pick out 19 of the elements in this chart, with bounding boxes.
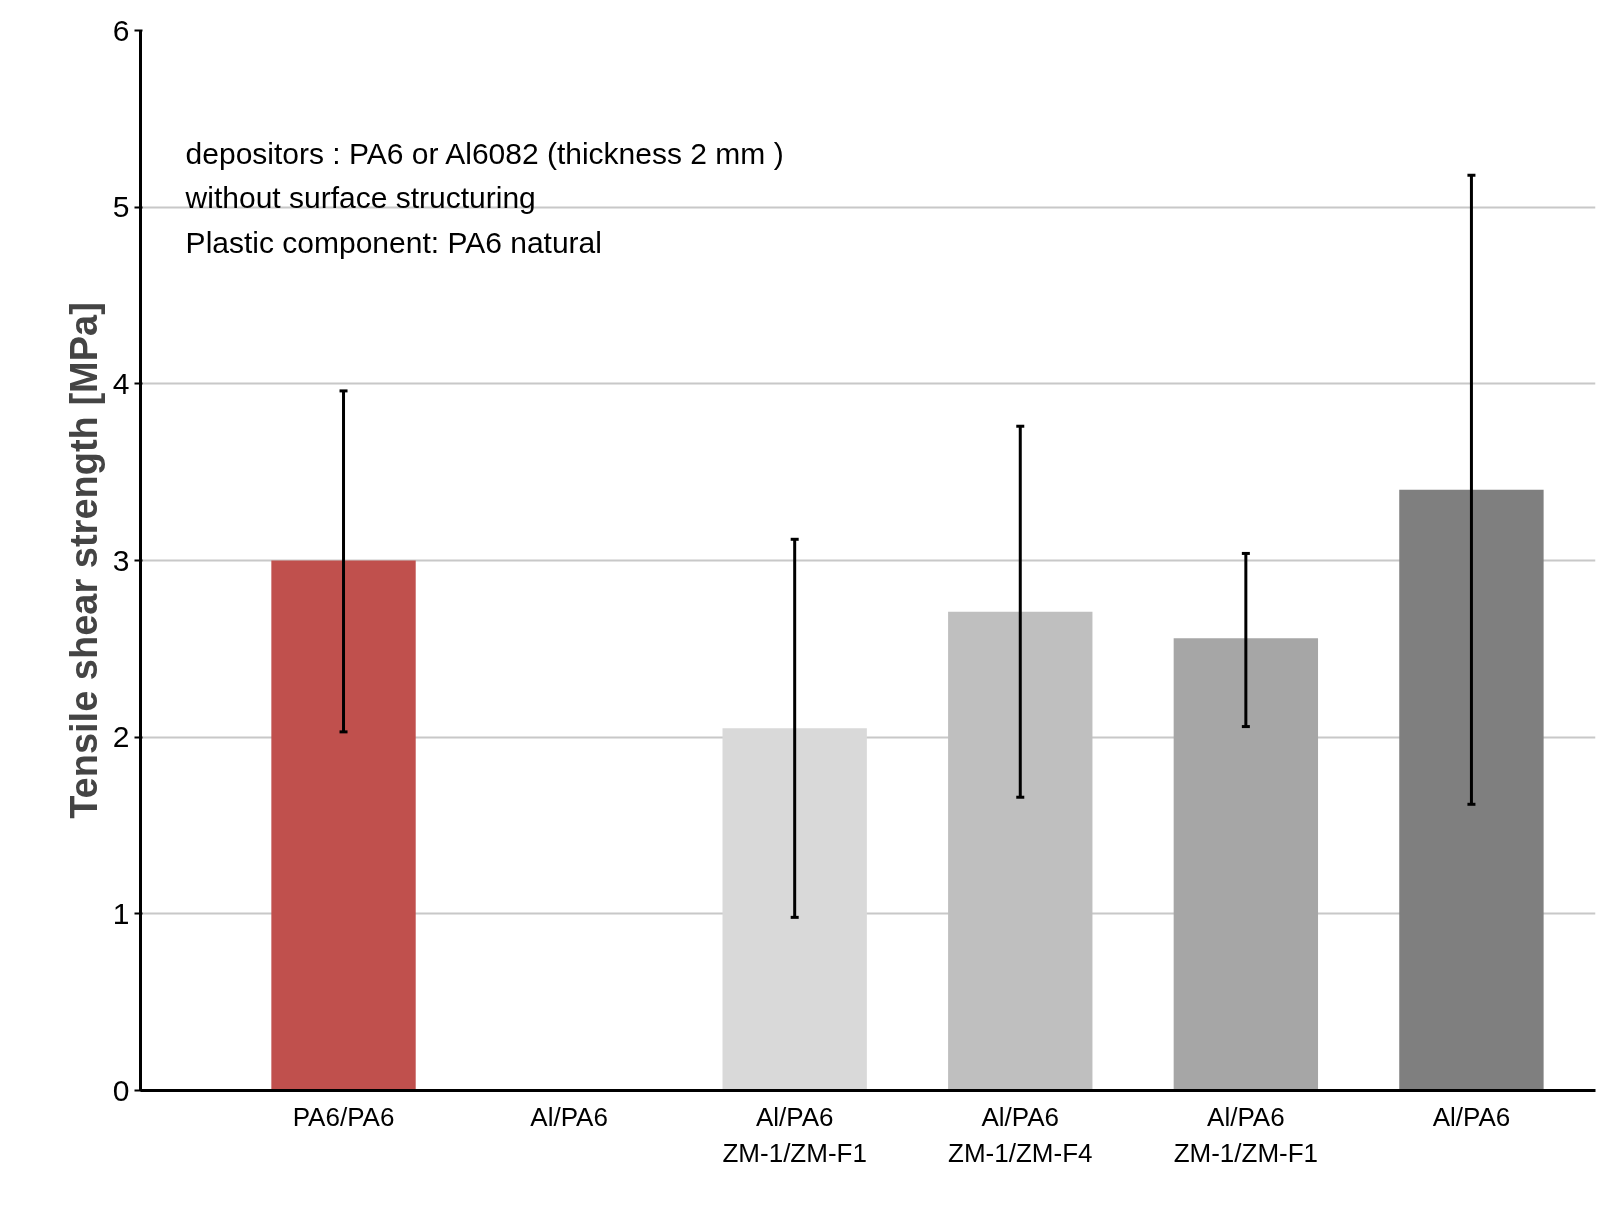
y-tick-label: 4 xyxy=(112,366,130,400)
bar xyxy=(1399,489,1544,1091)
bar xyxy=(1173,638,1319,1091)
y-tick-label: 5 xyxy=(112,190,130,224)
bar xyxy=(722,728,867,1091)
bar xyxy=(271,560,416,1091)
y-axis-title: Tensile shear strength [MPa] xyxy=(62,302,105,819)
x-tick-label: Al/PA6 xyxy=(530,1101,608,1132)
x-tick-label: Al/PA6 ZM-1/ZM-F4 xyxy=(948,1101,1093,1168)
y-tick-label: 0 xyxy=(112,1073,130,1107)
y-tick-label: 3 xyxy=(112,543,130,577)
x-tick-label: PA6/PA6 xyxy=(292,1101,395,1132)
y-tick-label: 2 xyxy=(112,720,130,754)
x-tick-label: Al/PA6 ZM-1/ZM-F1 xyxy=(1173,1101,1319,1168)
y-tick-label: 1 xyxy=(112,896,130,930)
y-tick-label: 6 xyxy=(112,13,130,47)
x-tick-label: Al/PA6 xyxy=(1432,1101,1511,1132)
x-tick-label: Al/PA6 ZM-1/ZM-F1 xyxy=(722,1101,867,1168)
annotation: depositors : PA6 or Al6082 (thickness 2 mm ) without surface structuring Plastic component: PA6 natural xyxy=(184,136,784,259)
